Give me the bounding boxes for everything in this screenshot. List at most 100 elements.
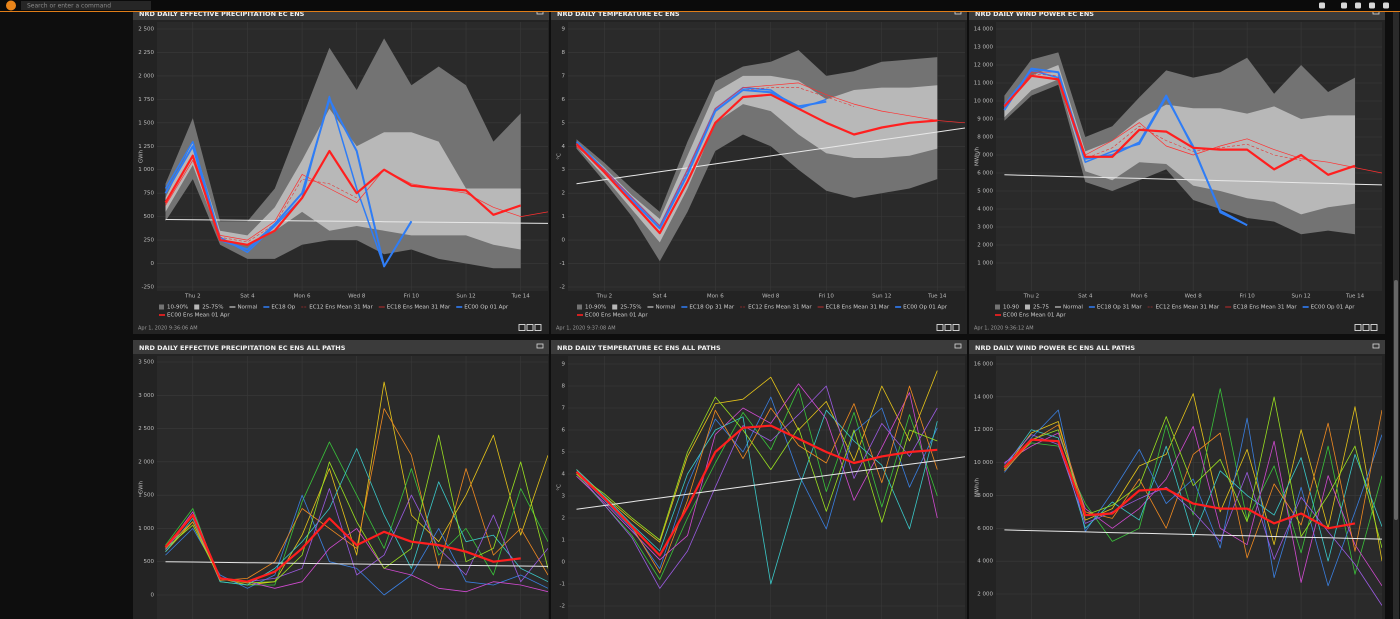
y-tick-label: 7 bbox=[562, 406, 566, 412]
y-tick-label: 4 000 bbox=[977, 207, 993, 213]
toolbar-icon[interactable] bbox=[1369, 2, 1375, 9]
x-tick-label: Tue 14 bbox=[511, 294, 531, 300]
legend-label: EC18 Ens Mean 31 Mar bbox=[387, 305, 451, 311]
x-tick-label: Tue 14 bbox=[927, 294, 947, 300]
legend-label: 10-90% bbox=[585, 305, 606, 311]
maximize-icon[interactable] bbox=[1372, 343, 1380, 349]
top-bar-bg bbox=[0, 0, 1400, 11]
y-tick-label: 750 bbox=[144, 191, 155, 197]
legend-label: 25-75 bbox=[1033, 305, 1049, 311]
scrollbar-thumb[interactable] bbox=[1394, 280, 1398, 520]
legend-label: 10-90% bbox=[167, 305, 188, 311]
open-icon[interactable] bbox=[1354, 324, 1362, 331]
y-tick-label: 2 000 bbox=[977, 592, 993, 598]
y-tick-label: 2 500 bbox=[138, 27, 154, 33]
legend-label: EC18 Ens Mean 31 Mar bbox=[1233, 305, 1297, 311]
series-line bbox=[576, 82, 965, 227]
timestamp: Apr 1, 2020 9:36:06 AM bbox=[138, 326, 198, 332]
toolbar-icon[interactable] bbox=[1319, 2, 1325, 9]
y-tick-label: 500 bbox=[144, 214, 155, 220]
panel-title: NRD DAILY TEMPERATURE EC ENS ALL PATHS bbox=[557, 344, 721, 352]
y-tick-label: 2 500 bbox=[138, 426, 154, 432]
legend-swatch bbox=[194, 304, 200, 310]
y-tick-label: 6 bbox=[562, 97, 566, 103]
series-line bbox=[165, 561, 548, 567]
y-tick-label: 5 bbox=[562, 120, 566, 126]
series-line bbox=[1004, 529, 1382, 540]
series-line bbox=[1003, 74, 1356, 176]
series-line bbox=[576, 385, 938, 589]
download-icon[interactable] bbox=[1362, 324, 1370, 331]
y-tick-label: 8 bbox=[562, 384, 566, 390]
y-tick-label: 1 750 bbox=[138, 97, 154, 103]
panel-title: NRD DAILY EFFECTIVE PRECIPITATION EC ENS bbox=[139, 10, 305, 18]
y-tick-label: 3 000 bbox=[138, 393, 154, 399]
open-icon[interactable] bbox=[936, 324, 944, 331]
series-line bbox=[576, 456, 965, 510]
logo[interactable] bbox=[6, 0, 16, 11]
maximize-icon[interactable] bbox=[536, 343, 544, 349]
y-tick-label: -1 bbox=[560, 261, 565, 267]
y-tick-label: 8 bbox=[562, 50, 566, 56]
x-tick-label: Sun 12 bbox=[456, 294, 475, 300]
panel-title: NRD DAILY WIND POWER EC ENS bbox=[975, 10, 1094, 18]
y-tick-label: 6 000 bbox=[977, 171, 993, 177]
y-tick-label: 9 000 bbox=[977, 117, 993, 123]
search-box[interactable] bbox=[21, 1, 151, 10]
toolbar-icon[interactable] bbox=[1341, 2, 1347, 9]
y-tick-label: 1 500 bbox=[138, 120, 154, 126]
legend-label: EC18 Ens Mean 31 Mar bbox=[826, 305, 890, 311]
legend-label: EC00 Op 01 Apr bbox=[903, 305, 948, 311]
y-tick-label: 3 500 bbox=[138, 360, 154, 366]
plot bbox=[164, 381, 548, 596]
y-tick-label: 0 bbox=[151, 593, 155, 599]
export-icon[interactable] bbox=[534, 324, 542, 331]
panel: NRD DAILY EFFECTIVE PRECIPITATION EC ENS… bbox=[133, 340, 549, 619]
y-tick-label: -250 bbox=[142, 285, 155, 291]
x-tick-label: Thu 2 bbox=[1023, 294, 1040, 300]
y-tick-label: -2 bbox=[560, 285, 565, 291]
download-icon[interactable] bbox=[944, 324, 952, 331]
series-line bbox=[164, 514, 521, 583]
series-line bbox=[576, 387, 938, 580]
x-tick-label: Sat 4 bbox=[1078, 294, 1093, 300]
series-line bbox=[1004, 174, 1382, 186]
y-tick-label: 9 bbox=[562, 362, 566, 368]
download-icon[interactable] bbox=[526, 324, 534, 331]
open-icon[interactable] bbox=[518, 324, 526, 331]
series-line bbox=[164, 95, 413, 268]
series-line bbox=[576, 409, 938, 585]
y-tick-label: 0 bbox=[562, 238, 566, 244]
panel: NRD DAILY WIND POWER EC ENS 14 000 13 000 1… bbox=[969, 3, 1385, 334]
legend-swatch bbox=[159, 304, 164, 310]
y-tick-label: 2 000 bbox=[138, 73, 154, 79]
maximize-icon[interactable] bbox=[954, 343, 962, 349]
export-icon[interactable] bbox=[952, 324, 960, 331]
timestamp: Apr 1, 2020 9:36:12 AM bbox=[974, 326, 1034, 332]
toolbar-icon[interactable] bbox=[1383, 2, 1389, 9]
series-line bbox=[165, 159, 548, 241]
toolbar-icon[interactable] bbox=[1355, 2, 1361, 9]
x-tick-label: Sat 4 bbox=[240, 294, 255, 300]
legend-label: EC18 Op 31 Mar bbox=[1097, 305, 1142, 311]
y-tick-label: 1 000 bbox=[138, 167, 154, 173]
y-tick-label: 9 bbox=[562, 27, 566, 33]
y-tick-label: 1 bbox=[562, 214, 566, 220]
legend-label: 25-75% bbox=[202, 305, 223, 311]
y-tick-label: 1 000 bbox=[977, 261, 993, 267]
y-tick-label: 3 bbox=[562, 494, 566, 500]
export-icon[interactable] bbox=[1370, 324, 1378, 331]
y-tick-label: 3 bbox=[562, 167, 566, 173]
y-tick-label: -1 bbox=[560, 582, 565, 588]
plot bbox=[575, 370, 965, 589]
series-line bbox=[1003, 438, 1356, 530]
y-tick-label: 1 250 bbox=[138, 144, 154, 150]
series-line bbox=[575, 424, 938, 557]
legend-label: Normal bbox=[237, 305, 257, 311]
y-tick-label: 2 000 bbox=[138, 459, 154, 465]
x-tick-label: Thu 2 bbox=[184, 294, 201, 300]
y-tick-label: 5 bbox=[562, 450, 566, 456]
legend-label: EC18 Op bbox=[271, 305, 295, 311]
y-tick-label: 250 bbox=[144, 238, 155, 244]
